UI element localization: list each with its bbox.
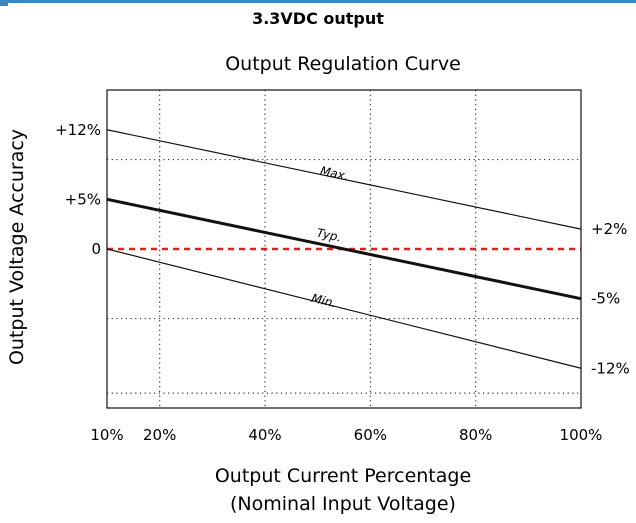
y-tick-label-left: 0 xyxy=(91,240,101,258)
chart-title: Output Regulation Curve xyxy=(225,53,461,75)
x-axis-label-line-2: (Nominal Input Voltage) xyxy=(230,493,456,515)
x-tick-label: 80% xyxy=(459,426,492,444)
section-header: 3.3VDC output xyxy=(252,9,384,28)
top-accent-bar xyxy=(0,0,636,3)
grid-layer xyxy=(107,90,581,408)
y-tick-label-right: -5% xyxy=(591,290,620,308)
tick-layer: 10% 20% 40% 60% 80% 100% +12% +5% 0 +2% -5% -12% xyxy=(55,121,630,444)
x-tick-label: 60% xyxy=(354,426,387,444)
series-label: Typ. xyxy=(315,226,342,245)
series-label: Min. xyxy=(310,291,338,311)
top-accent-notch xyxy=(0,0,8,6)
series-line xyxy=(106,248,582,369)
x-tick-label: 40% xyxy=(248,426,281,444)
series-line xyxy=(106,129,582,230)
series-line xyxy=(106,197,582,301)
y-tick-label-right: +2% xyxy=(591,220,627,238)
x-tick-label: 20% xyxy=(143,426,176,444)
x-tick-label: 10% xyxy=(90,426,123,444)
y-tick-label-left: +12% xyxy=(55,121,101,139)
x-axis-label-line-1: Output Current Percentage xyxy=(215,465,471,487)
y-tick-label-right: -12% xyxy=(591,359,630,377)
x-tick-label: 100% xyxy=(560,426,603,444)
plot-frame xyxy=(106,89,582,409)
y-axis-label: Output Voltage Accuracy xyxy=(6,129,28,365)
series-layer: Max. Typ. Min. xyxy=(106,129,582,369)
y-tick-label-left: +5% xyxy=(65,190,101,208)
series-label: Max. xyxy=(319,164,350,184)
